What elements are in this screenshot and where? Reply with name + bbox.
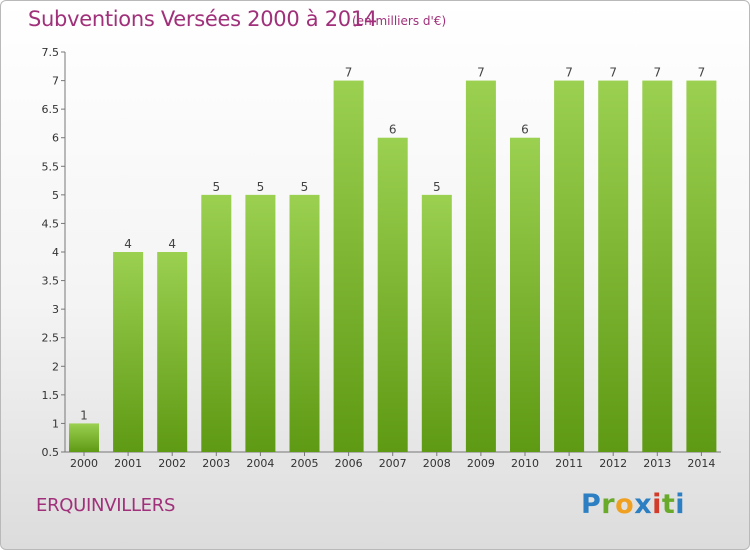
bar [157, 252, 188, 452]
value-label: 5 [257, 180, 265, 194]
chart-title: Subventions Versées 2000 à 2014 [28, 7, 377, 31]
bar [289, 194, 320, 452]
bar [686, 80, 717, 453]
bar [465, 80, 496, 453]
y-tick-label: 1.5 [42, 389, 60, 402]
proxiti-logo: Proxiti [581, 489, 686, 520]
value-label: 4 [168, 237, 176, 251]
y-tick-label: 5.5 [42, 160, 60, 173]
value-label: 7 [609, 66, 617, 80]
value-label: 5 [433, 180, 441, 194]
value-label: 7 [477, 66, 485, 80]
x-tick-label: 2002 [158, 457, 186, 470]
y-tick-label: 2 [52, 360, 59, 373]
x-tick-label: 2003 [202, 457, 230, 470]
x-tick-label: 2010 [511, 457, 539, 470]
y-tick-label: 7 [52, 75, 59, 88]
x-tick-label: 2013 [643, 457, 671, 470]
x-tick-label: 2009 [467, 457, 495, 470]
x-tick-label: 2014 [687, 457, 715, 470]
value-label: 5 [301, 180, 309, 194]
x-tick-label: 2008 [423, 457, 451, 470]
y-tick-label: 5 [52, 189, 59, 202]
value-label: 4 [124, 237, 132, 251]
bar [377, 137, 408, 452]
x-tick-label: 2011 [555, 457, 583, 470]
x-tick-label: 2012 [599, 457, 627, 470]
bar [245, 194, 276, 452]
value-label: 7 [565, 66, 573, 80]
bar [113, 252, 144, 452]
value-label: 1 [80, 408, 88, 422]
value-label: 6 [521, 123, 529, 137]
x-tick-label: 2001 [114, 457, 142, 470]
bar [554, 80, 585, 453]
y-tick-label: 2.5 [42, 332, 60, 345]
bar [598, 80, 629, 453]
y-tick-label: 0.5 [42, 446, 60, 459]
y-tick-label: 6 [52, 132, 59, 145]
value-label: 7 [345, 66, 353, 80]
value-label: 7 [698, 66, 706, 80]
y-tick-label: 4.5 [42, 217, 60, 230]
x-tick-label: 2006 [335, 457, 363, 470]
y-tick-label: 3 [52, 303, 59, 316]
value-label: 7 [653, 66, 661, 80]
y-tick-label: 1 [52, 417, 59, 430]
commune-name: ERQUINVILLERS [36, 495, 176, 516]
x-tick-label: 2005 [291, 457, 319, 470]
y-tick-label: 7.5 [42, 46, 60, 59]
y-tick-label: 4 [52, 246, 59, 259]
x-tick-label: 2000 [70, 457, 98, 470]
y-tick-label: 3.5 [42, 275, 60, 288]
value-label: 5 [212, 180, 220, 194]
bar [201, 194, 232, 452]
x-tick-label: 2007 [379, 457, 407, 470]
bar [69, 423, 99, 452]
bar [510, 137, 540, 452]
bar [642, 80, 673, 453]
value-label: 6 [389, 123, 397, 137]
bar [333, 80, 364, 453]
y-tick-label: 6.5 [42, 103, 60, 116]
bar [421, 194, 452, 452]
x-tick-label: 2004 [246, 457, 274, 470]
chart-unit: (en milliers d'€) [352, 14, 447, 28]
